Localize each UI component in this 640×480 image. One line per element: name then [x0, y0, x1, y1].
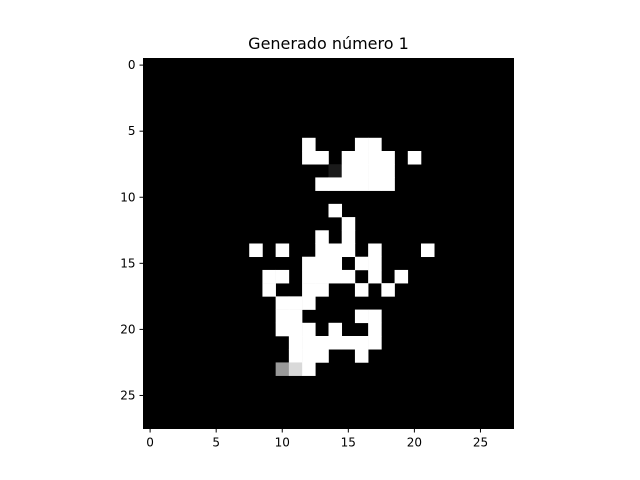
- y-axis: 0 5 10 15 20 25: [120, 58, 144, 402]
- x-tick-label: 5: [212, 436, 220, 450]
- heatmap-cell: [275, 309, 290, 324]
- heatmap-cell: [315, 349, 329, 363]
- heatmap-cell: [368, 137, 382, 152]
- heatmap-cell: [341, 217, 356, 231]
- heatmap-cell: [368, 177, 382, 191]
- heatmap-cell: [328, 203, 343, 218]
- heatmap-cell: [315, 283, 329, 297]
- heatmap-cell: [328, 269, 343, 284]
- heatmap-cell: [302, 362, 316, 376]
- heatmap-cell: [262, 283, 276, 297]
- heatmap-cell: [315, 230, 329, 244]
- heatmap-cell: [275, 243, 290, 258]
- heatmap-cell: [368, 164, 382, 178]
- plot-frame: [143, 58, 514, 429]
- heatmap-cell: [421, 243, 435, 258]
- heatmap-cell: [354, 177, 369, 191]
- heatmap-cell: [315, 256, 329, 271]
- heatmap-cell: [288, 309, 303, 324]
- heatmap-cell: [341, 230, 356, 244]
- y-tick-label: 0: [128, 58, 136, 72]
- heatmap-cell: [288, 336, 303, 350]
- x-tick-label: 20: [407, 436, 422, 450]
- heatmap-cell: [381, 151, 395, 165]
- heatmap-cell: [275, 296, 290, 310]
- heatmap-cell: [315, 177, 329, 191]
- y-tick-label: 10: [120, 190, 135, 204]
- heatmap-cell: [302, 137, 316, 152]
- heatmap-cell: [288, 362, 303, 376]
- heatmap-cell: [315, 336, 329, 350]
- heatmap-cell: [328, 243, 343, 258]
- heatmap-cells: [249, 137, 435, 376]
- heatmap-cell: [354, 283, 369, 297]
- heatmap-cell: [354, 256, 369, 271]
- heatmap-cell: [407, 151, 422, 165]
- heatmap-cell: [302, 349, 316, 363]
- heatmap-cell: [368, 151, 382, 165]
- heatmap-cell: [262, 269, 276, 284]
- heatmap-cell: [302, 283, 316, 297]
- heatmap-cell: [354, 336, 369, 350]
- heatmap-cell: [328, 336, 343, 350]
- heatmap-cell: [302, 296, 316, 310]
- y-tick-label: 5: [128, 124, 136, 138]
- heatmap-plot-area: [143, 58, 514, 429]
- heatmap-cell: [381, 177, 395, 191]
- heatmap-cell: [341, 151, 356, 165]
- heatmap-cell: [341, 336, 356, 350]
- heatmap-cell: [288, 322, 303, 337]
- heatmap-cell: [381, 164, 395, 178]
- heatmap-cell: [341, 269, 356, 284]
- heatmap-cell: [368, 243, 382, 258]
- heatmap-cell: [302, 322, 316, 337]
- heatmap-cell: [394, 269, 409, 284]
- heatmap-cell: [354, 349, 369, 363]
- heatmap-cell: [341, 243, 356, 258]
- heatmap-cell: [302, 269, 316, 284]
- heatmap-cell: [328, 177, 343, 191]
- x-tick-label: 25: [473, 436, 488, 450]
- heatmap-cell: [341, 164, 356, 178]
- x-axis: 0 5 10 15 20 25: [146, 428, 488, 450]
- heatmap-cell: [275, 322, 290, 337]
- heatmap-cell: [368, 309, 382, 324]
- heatmap-cell: [368, 256, 382, 271]
- heatmap-cell: [302, 336, 316, 350]
- heatmap-cell: [368, 322, 382, 337]
- heatmap-cell: [288, 349, 303, 363]
- heatmap-cell: [249, 243, 263, 258]
- heatmap-cell: [354, 164, 369, 178]
- x-tick-label: 0: [146, 436, 154, 450]
- heatmap-cell: [354, 151, 369, 165]
- heatmap-cell: [302, 151, 316, 165]
- heatmap-cell: [288, 296, 303, 310]
- heatmap-cell: [381, 283, 395, 297]
- x-tick-label: 10: [275, 436, 290, 450]
- heatmap-cell: [315, 151, 329, 165]
- chart-title: Generado número 1: [248, 34, 409, 53]
- heatmap-cell: [328, 322, 343, 337]
- heatmap-cell: [354, 137, 369, 152]
- heatmap-cell: [315, 243, 329, 258]
- heatmap-cell: [328, 164, 343, 178]
- heatmap-cell: [368, 269, 382, 284]
- heatmap-cell: [302, 256, 316, 271]
- heatmap-cell: [275, 362, 290, 376]
- y-tick-label: 15: [120, 256, 135, 270]
- heatmap-cell: [368, 336, 382, 350]
- heatmap-cell: [341, 177, 356, 191]
- y-tick-label: 20: [120, 322, 135, 336]
- heatmap-cell: [315, 269, 329, 284]
- heatmap-cell: [275, 269, 290, 284]
- heatmap-cell: [328, 256, 343, 271]
- heatmap-cell: [354, 309, 369, 324]
- x-tick-label: 15: [341, 436, 356, 450]
- y-tick-label: 25: [120, 388, 135, 402]
